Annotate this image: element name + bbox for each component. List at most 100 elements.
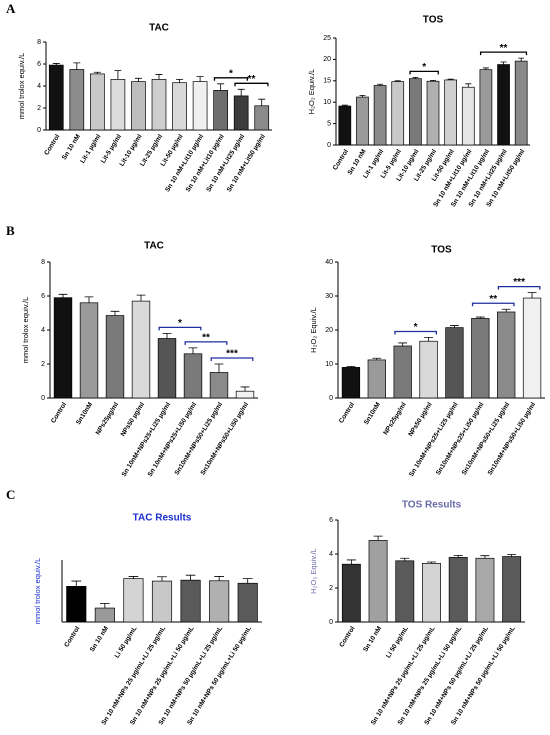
error-bar: [214, 363, 224, 373]
y-tick-label: 6: [329, 517, 333, 524]
bar: [356, 96, 369, 146]
bar: [426, 80, 440, 146]
bar: [502, 556, 522, 623]
error-bar: [217, 83, 225, 91]
bar: [66, 585, 87, 623]
bar: [445, 327, 464, 399]
x-tick-label: Sn 10 nM+Lit50 µg/ml: [226, 133, 267, 193]
bar: [157, 338, 177, 399]
y-tick-label: 6: [37, 61, 41, 68]
bar: [151, 580, 173, 623]
y-tick-label: 40: [325, 259, 333, 266]
panel-label: A: [6, 1, 16, 16]
x-tick-label: Sn 10 nM: [61, 133, 82, 161]
bar: [237, 582, 258, 623]
error-bar: [424, 337, 433, 342]
x-tick-label: Lit-5 µg/ml: [100, 133, 123, 165]
y-tick-label: 4: [41, 327, 45, 334]
y-tick-label: 0: [329, 619, 333, 626]
bar: [514, 60, 528, 146]
y-tick-label: 4: [329, 551, 333, 558]
bar: [183, 353, 203, 399]
bar: [471, 318, 490, 399]
error-bar: [465, 83, 472, 88]
x-tick-label: Control: [338, 401, 356, 424]
chart: TOS Results H₂O₂ Equiv./L 0 2 4 6 Control Sn 10…: [309, 500, 525, 726]
y-tick-label: 15: [323, 78, 331, 85]
chart-title: TAC Results: [133, 513, 192, 524]
x-tick-label: Sn 10nM+NPs25+Li25 µg/ml: [121, 401, 173, 478]
bar: [497, 311, 516, 399]
error-bar: [341, 104, 348, 107]
x-tick-label: NPs50 µg/ml: [120, 401, 147, 438]
error-bar: [346, 559, 356, 565]
significance-label: *: [422, 62, 426, 73]
bar: [448, 557, 468, 623]
error-bar: [110, 310, 120, 316]
bar: [479, 69, 493, 146]
y-tick-label: 2: [37, 105, 41, 112]
error-bar: [134, 77, 142, 82]
error-bar: [240, 386, 250, 392]
error-bar: [214, 576, 224, 581]
error-bar: [196, 76, 204, 82]
chart-title: TAC: [144, 241, 164, 252]
bar: [395, 560, 415, 623]
error-bar: [73, 62, 81, 70]
y-axis-label: mmol trolox equiv./L: [21, 297, 30, 364]
panel-label: B: [6, 223, 15, 238]
bar: [393, 345, 412, 399]
error-bar: [412, 76, 419, 79]
significance-bracket: [210, 357, 254, 361]
error-bar: [500, 61, 507, 65]
significance-label: **: [202, 332, 210, 343]
error-bar: [447, 78, 454, 80]
error-bar: [482, 67, 489, 70]
x-tick-label: Lit-1 µg/ml: [79, 133, 102, 165]
x-tick-label: Sn10nM+NPs50+Li50 µg/ml: [487, 401, 538, 476]
error-bar: [128, 576, 139, 579]
chart-title: TOS: [431, 245, 452, 256]
bar: [422, 562, 441, 623]
significance-bracket: [497, 285, 541, 290]
bar: [123, 578, 144, 623]
bar: [53, 297, 73, 399]
x-tick-label: Sn 10 nM+Lit10 µg/ml: [185, 133, 226, 193]
chart-title: TAC: [149, 23, 169, 34]
bar: [419, 340, 438, 399]
error-bar: [258, 98, 266, 106]
y-tick-label: 20: [323, 56, 331, 63]
bar: [338, 105, 352, 146]
x-tick-label: Sn10nM: [363, 401, 382, 426]
y-axis-label: mmol trolox equiv./L: [33, 558, 42, 625]
bar: [209, 372, 229, 399]
error-bar: [188, 347, 198, 354]
bar: [373, 85, 387, 146]
bar: [79, 302, 99, 399]
significance-bracket: [158, 326, 202, 331]
significance-label: *: [229, 68, 233, 79]
y-tick-label: 2: [41, 361, 45, 368]
significance-label: **: [500, 43, 508, 54]
error-bar: [507, 554, 517, 557]
bar: [475, 557, 495, 623]
chart: B TAC mmol trolox equiv./L 0 2 4 6 8 Control Sn10…: [6, 223, 258, 478]
error-bar: [114, 70, 122, 80]
error-bar: [527, 292, 537, 299]
significance-label: ***: [226, 349, 238, 360]
significance-bracket: [409, 70, 439, 75]
error-bar: [58, 293, 68, 298]
significance-label: **: [248, 74, 256, 85]
x-tick-label: NPs50 µg/ml: [407, 401, 434, 438]
bar: [254, 105, 270, 131]
error-bar: [155, 74, 163, 80]
y-axis-label: H₂O₂ Equiv./L: [307, 69, 316, 115]
y-tick-label: 4: [37, 83, 41, 90]
error-bar: [426, 561, 437, 564]
x-tick-label: Sn 10 nM+Lit10 µg/ml: [164, 133, 205, 193]
error-bar: [346, 365, 356, 368]
bar: [461, 86, 475, 146]
x-tick-label: Control: [43, 133, 61, 156]
x-tick-label: NPs25µg/ml: [95, 401, 121, 436]
